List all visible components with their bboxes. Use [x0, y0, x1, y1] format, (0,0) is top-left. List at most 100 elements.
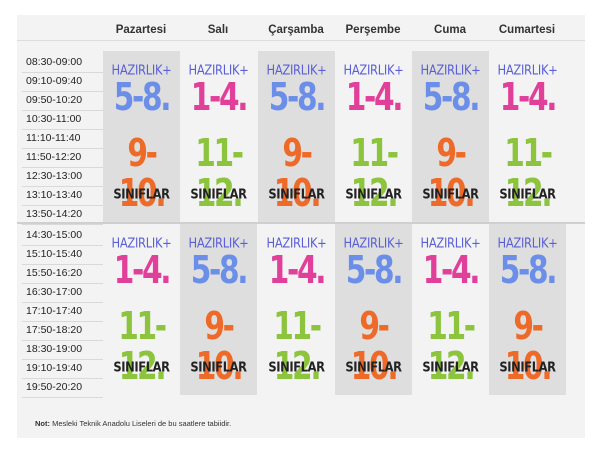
classes-label: SINIFLAR	[422, 185, 479, 203]
class-block: HAZIRLIK+ 1-4. 11-12. SINIFLAR	[258, 224, 335, 395]
time-slot: 19:50-20:20	[26, 381, 83, 393]
grade-range-secondary: 11-12.	[195, 131, 244, 215]
prep-label: HAZIRLIK+	[343, 61, 404, 79]
row-divider	[22, 378, 103, 379]
day-header: Cumartesi	[498, 24, 556, 36]
grade-range-primary: 1-4.	[268, 248, 327, 292]
footnote-label: Not:	[35, 419, 50, 428]
class-block: HAZIRLIK+ 1-4. 11-12. SINIFLAR	[412, 224, 489, 395]
prep-label: HAZIRLIK+	[188, 234, 249, 252]
class-block: HAZIRLIK+ 1-4. 11-12. SINIFLAR	[335, 51, 412, 222]
classes-label: SINIFLAR	[268, 358, 325, 376]
class-block: HAZIRLIK+ 5-8. 9-10. SINIFLAR	[103, 51, 180, 222]
grade-range-primary: 1-4.	[113, 248, 172, 292]
grade-range-secondary: 9-10.	[273, 131, 322, 215]
time-slot: 13:10-13:40	[26, 189, 83, 201]
row-divider	[22, 72, 103, 73]
class-block: HAZIRLIK+ 1-4. 11-12. SINIFLAR	[103, 224, 180, 395]
classes-label: SINIFLAR	[422, 358, 479, 376]
class-block: HAZIRLIK+ 5-8. 9-10. SINIFLAR	[335, 224, 412, 395]
footnote-text: Mesleki Teknik Anadolu Liseleri de bu sa…	[52, 419, 232, 428]
time-slot: 11:10-11:40	[26, 132, 81, 144]
row-divider	[22, 283, 103, 284]
prep-label: HAZIRLIK+	[266, 234, 327, 252]
grade-range-secondary: 11-12.	[504, 131, 553, 215]
time-slot: 19:10-19:40	[26, 362, 83, 374]
grade-range-secondary: 11-12.	[273, 304, 322, 388]
row-divider	[22, 129, 103, 130]
row-divider	[22, 264, 103, 265]
grade-range-primary: 5-8.	[190, 248, 249, 292]
header-divider	[17, 40, 585, 41]
row-divider	[22, 340, 103, 341]
classes-label: SINIFLAR	[113, 185, 170, 203]
prep-label: HAZIRLIK+	[420, 61, 481, 79]
row-divider	[22, 91, 103, 92]
class-block: HAZIRLIK+ 1-4. 11-12. SINIFLAR	[180, 51, 257, 222]
row-divider	[22, 148, 103, 149]
grade-range-primary: 5-8.	[422, 75, 481, 119]
time-slot: 15:10-15:40	[26, 248, 83, 260]
class-block: HAZIRLIK+ 5-8. 9-10. SINIFLAR	[258, 51, 335, 222]
grade-range-secondary: 11-12.	[350, 131, 399, 215]
grade-range-primary: 1-4.	[345, 75, 404, 119]
prep-label: HAZIRLIK+	[266, 61, 327, 79]
row-divider	[22, 224, 103, 225]
time-slot: 18:30-19:00	[26, 343, 83, 355]
time-slot: 12:30-13:00	[26, 170, 83, 182]
time-slot: 14:30-15:00	[26, 229, 83, 241]
class-block: HAZIRLIK+ 5-8. 9-10. SINIFLAR	[180, 224, 257, 395]
grade-range-secondary: 9-10.	[350, 304, 399, 388]
classes-label: SINIFLAR	[190, 358, 247, 376]
row-divider	[22, 397, 103, 398]
class-block: HAZIRLIK+ 5-8. 9-10. SINIFLAR	[489, 224, 566, 395]
grade-range-secondary: 9-10.	[118, 131, 167, 215]
classes-label: SINIFLAR	[190, 185, 247, 203]
grade-range-secondary: 9-10.	[504, 304, 553, 388]
grade-range-primary: 1-4.	[422, 248, 481, 292]
day-header: Cuma	[434, 24, 466, 36]
day-header: Pazartesi	[115, 24, 167, 36]
grade-range-secondary: 9-10.	[195, 304, 244, 388]
prep-label: HAZIRLIK+	[188, 61, 249, 79]
row-divider	[22, 321, 103, 322]
grade-range-secondary: 9-10.	[427, 131, 476, 215]
row-divider	[22, 359, 103, 360]
class-block: HAZIRLIK+ 1-4. 11-12. SINIFLAR	[489, 51, 566, 222]
grade-range-primary: 5-8.	[499, 248, 558, 292]
grade-range-primary: 5-8.	[268, 75, 327, 119]
grade-range-secondary: 11-12.	[118, 304, 167, 388]
day-header: Salı	[207, 24, 229, 36]
time-slot: 17:10-17:40	[26, 305, 83, 317]
prep-label: HAZIRLIK+	[420, 234, 481, 252]
time-slot: 08:30-09:00	[26, 56, 83, 68]
time-slot: 09:10-09:40	[26, 75, 83, 87]
prep-label: HAZIRLIK+	[111, 234, 172, 252]
row-divider	[22, 110, 103, 111]
prep-label: HAZIRLIK+	[497, 234, 558, 252]
classes-label: SINIFLAR	[113, 358, 170, 376]
prep-label: HAZIRLIK+	[497, 61, 558, 79]
day-header: Çarşamba	[268, 24, 324, 36]
row-divider	[22, 205, 103, 206]
grade-range-primary: 5-8.	[113, 75, 172, 119]
prep-label: HAZIRLIK+	[111, 61, 172, 79]
grade-range-primary: 1-4.	[499, 75, 558, 119]
grade-range-secondary: 11-12.	[427, 304, 476, 388]
row-divider	[22, 245, 103, 246]
footnote: Not: Mesleki Teknik Anadolu Liseleri de …	[35, 419, 231, 428]
classes-label: SINIFLAR	[345, 358, 402, 376]
time-slot: 15:50-16:20	[26, 267, 83, 279]
prep-label: HAZIRLIK+	[343, 234, 404, 252]
row-divider	[22, 302, 103, 303]
time-slot: 09:50-10:20	[26, 94, 83, 106]
grade-range-primary: 5-8.	[345, 248, 404, 292]
class-block: HAZIRLIK+ 5-8. 9-10. SINIFLAR	[412, 51, 489, 222]
classes-label: SINIFLAR	[345, 185, 402, 203]
row-divider	[22, 186, 103, 187]
classes-label: SINIFLAR	[268, 185, 325, 203]
time-slot: 11:50-12:20	[26, 151, 82, 163]
classes-label: SINIFLAR	[499, 358, 556, 376]
row-divider	[22, 167, 103, 168]
time-slot: 17:50-18:20	[26, 324, 83, 336]
